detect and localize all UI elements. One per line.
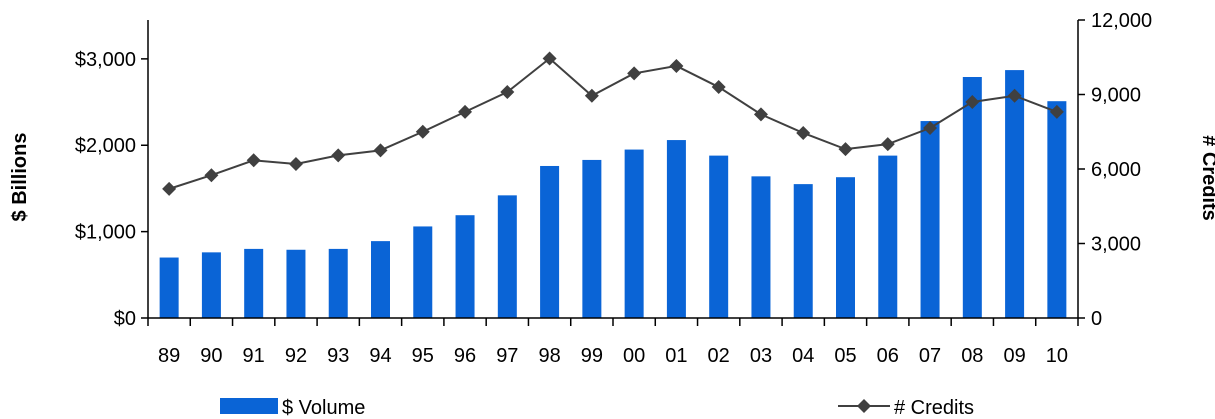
volume-bar xyxy=(455,215,475,318)
right-axis-ticks: 0 3,000 6,000 9,000 12,000 xyxy=(1077,10,1152,330)
volume-bar xyxy=(159,257,179,318)
credits-point xyxy=(331,148,346,163)
x-tick-label: 97 xyxy=(496,345,518,367)
credits-point xyxy=(500,85,515,100)
credits-point xyxy=(288,157,303,172)
x-tick-label: 07 xyxy=(919,345,941,367)
credits-point xyxy=(711,80,726,95)
legend-credits-marker xyxy=(857,399,871,413)
right-axis-title: # Credits xyxy=(1198,135,1215,221)
credits-point xyxy=(542,51,557,66)
right-tick-label: 3,000 xyxy=(1091,234,1141,256)
left-axis-ticks: $0 $1,000 $2,000 $3,000 xyxy=(75,20,149,330)
credits-point xyxy=(965,94,980,109)
volume-bar xyxy=(1047,101,1067,318)
volume-bar xyxy=(709,155,729,318)
credits-point xyxy=(796,125,811,140)
volume-bar xyxy=(413,226,433,318)
legend-volume-swatch xyxy=(220,398,278,414)
right-tick-label: 0 xyxy=(1091,308,1102,330)
credits-point xyxy=(1049,104,1064,119)
credits-point xyxy=(669,58,684,73)
x-tick-label: 92 xyxy=(285,345,307,367)
credits-line-path xyxy=(168,57,1058,190)
credits-point xyxy=(1007,88,1022,103)
right-tick-label: 9,000 xyxy=(1091,85,1141,107)
volume-bar xyxy=(286,249,306,318)
legend-credits-label: # Credits xyxy=(894,397,974,419)
x-tick-label: 03 xyxy=(750,345,772,367)
credits-point xyxy=(204,168,219,183)
credits-point xyxy=(838,142,853,157)
credits-point xyxy=(627,66,642,81)
volume-bar xyxy=(582,159,602,318)
volume-bar xyxy=(371,241,390,318)
x-tick-label: 01 xyxy=(665,345,687,367)
credits-point xyxy=(373,143,388,158)
volume-bar xyxy=(793,184,813,318)
volume-bars xyxy=(159,70,1067,319)
credits-point xyxy=(880,137,895,152)
right-tick-label: 12,000 xyxy=(1091,10,1152,32)
credits-point xyxy=(923,121,938,136)
left-tick-label: $3,000 xyxy=(75,49,136,71)
x-tick-label: 00 xyxy=(623,345,645,367)
volume-bar xyxy=(962,77,982,318)
volume-bar xyxy=(920,121,940,318)
volume-bar xyxy=(624,149,644,318)
x-tick-label: 91 xyxy=(243,345,265,367)
x-tick-label: 05 xyxy=(834,345,856,367)
x-tick-label: 10 xyxy=(1046,345,1068,367)
left-tick-label: $0 xyxy=(114,308,136,330)
left-tick-label: $2,000 xyxy=(75,135,136,157)
credits-point xyxy=(753,107,768,122)
credits-point xyxy=(584,88,599,103)
legend: $ Volume # Credits xyxy=(220,397,974,419)
credits-point xyxy=(415,124,430,139)
volume-bar xyxy=(666,140,686,318)
x-tick-label: 04 xyxy=(792,345,814,367)
volume-bar xyxy=(540,165,560,318)
x-tick-label: 02 xyxy=(708,345,730,367)
x-tick-label: 96 xyxy=(454,345,476,367)
volume-bar xyxy=(201,252,221,318)
x-tick-label: 95 xyxy=(412,345,434,367)
left-axis-title: $ Billions xyxy=(9,133,31,222)
volume-bar xyxy=(836,177,855,318)
credits-line xyxy=(162,51,1064,196)
volume-bar xyxy=(751,176,771,318)
x-tick-label: 94 xyxy=(369,345,391,367)
right-tick-label: 6,000 xyxy=(1091,159,1141,181)
x-tick-label: 98 xyxy=(538,345,560,367)
volume-bar xyxy=(878,155,898,318)
x-tick-label: 89 xyxy=(158,345,180,367)
volume-bar xyxy=(1005,70,1025,319)
x-tick-label: 93 xyxy=(327,345,349,367)
left-tick-label: $1,000 xyxy=(75,222,136,244)
x-tick-label: 99 xyxy=(581,345,603,367)
volume-bar xyxy=(328,248,348,318)
volume-bar xyxy=(497,195,517,318)
credits-point xyxy=(458,104,473,119)
volume-bar xyxy=(244,248,264,318)
credits-point xyxy=(246,153,261,168)
x-axis: 89 90 91 92 93 94 95 96 97 98 99 00 01 02 03 04 05 06 07 08… xyxy=(147,317,1079,367)
legend-volume-label: $ Volume xyxy=(282,397,365,419)
x-tick-label: 09 xyxy=(1003,345,1025,367)
x-tick-label: 08 xyxy=(961,345,983,367)
x-tick-label: 90 xyxy=(200,345,222,367)
credits-point xyxy=(162,181,177,196)
x-tick-label: 06 xyxy=(877,345,899,367)
